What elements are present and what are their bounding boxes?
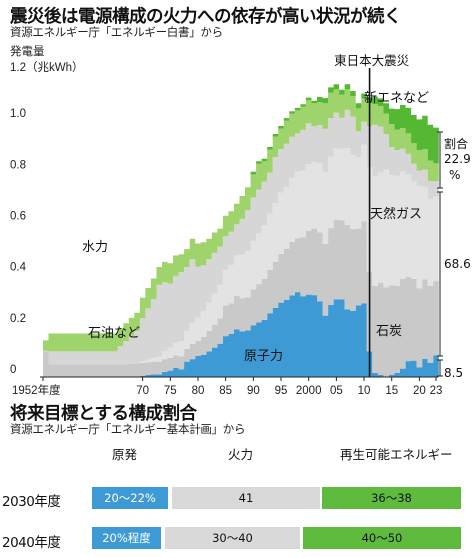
series-area-5	[43, 84, 439, 341]
label-share-value: 22.9	[444, 152, 471, 166]
header-thermal: 火力	[228, 447, 254, 462]
y-tick-label: 0.2	[10, 313, 26, 325]
series-area-2	[43, 144, 439, 365]
bar-2040-nuclear: 20%程度	[92, 527, 161, 549]
y-tick-label: 0	[10, 364, 16, 376]
x-tick-label: 1952年度	[12, 383, 61, 395]
x-tick-label: 75	[164, 385, 177, 395]
bar-2040-renewable: 40〜50	[303, 527, 461, 549]
y-tick-label: 1.0	[10, 108, 26, 120]
bar-2030-thermal: 41	[172, 487, 320, 509]
label-new-energy: 新エネなど	[364, 90, 429, 106]
label-oil-1: 石油など	[88, 326, 140, 341]
y-axis-top-label: 1.2（兆kWh）	[10, 61, 84, 74]
bar-2040-thermal: 30〜40	[165, 527, 300, 549]
row-label-2040: 2040年度	[2, 535, 61, 551]
y-tick-label: 0.4	[10, 262, 27, 274]
x-tick-label: 70	[136, 385, 149, 395]
label-share-unit: %	[449, 168, 460, 182]
bar-2030-nuclear: 20〜22%	[92, 487, 168, 509]
x-tick-label: 80	[192, 385, 205, 395]
label-coal: 石炭	[376, 324, 402, 339]
x-tick-label: 85	[219, 385, 232, 395]
label-share-title: 割合	[444, 136, 468, 151]
header-nuclear: 原発	[112, 447, 138, 462]
x-tick-label: 20	[413, 385, 426, 395]
header-renewable: 再生可能エネルギー	[340, 447, 453, 462]
x-tick-label: 2000	[296, 385, 322, 395]
row-label-2030: 2030年度	[2, 494, 61, 510]
y-axis-label: 発電量	[10, 44, 45, 58]
power-generation-chart: 発電量 1.2（兆kWh） 0 0.2 0.4 0.6 0.8 1.0 1952年度 70 75 8…	[10, 44, 471, 395]
label-nuclear: 原子力	[244, 349, 283, 364]
label-nuclear-value: 8.5	[444, 366, 463, 380]
chart-title: 震災後は電源構成の火力への依存が高い状況が続く	[10, 7, 402, 27]
x-tick-label: 90	[247, 385, 260, 395]
x-tick-label: 15	[385, 385, 398, 395]
label-gas: 天然ガス	[370, 206, 422, 222]
chart-source: 資源エネルギー庁「エネルギー白書」から	[10, 25, 223, 39]
area-layers	[43, 68, 439, 377]
series-area-0	[43, 292, 439, 377]
y-tick-label: 0.6	[10, 211, 26, 223]
label-hydro: 水力	[82, 240, 108, 255]
x-tick-label: 23	[430, 385, 443, 395]
series-area-1	[43, 219, 439, 377]
y-tick-label: 0.8	[10, 159, 26, 171]
series-area-3	[43, 109, 439, 365]
label-earthquake: 東日本大震災	[334, 53, 410, 68]
section2-title: 将来目標とする構成割合	[10, 404, 197, 424]
section2-source: 資源エネルギー庁「エネルギー基本計画」から	[10, 422, 246, 436]
bar-2030-renewable: 36〜38	[322, 487, 461, 509]
label-fossil-value: 68.6	[444, 257, 471, 271]
y-axis: 発電量 1.2（兆kWh） 0 0.2 0.4 0.6 0.8 1.0	[10, 44, 84, 376]
x-tick-label: 10	[358, 385, 371, 395]
x-tick-label: 95	[275, 385, 288, 395]
x-tick-label: 05	[330, 385, 343, 395]
x-axis: 1952年度 70 75 80 85 90 95 2000 05 10 15 20 23	[12, 376, 443, 395]
